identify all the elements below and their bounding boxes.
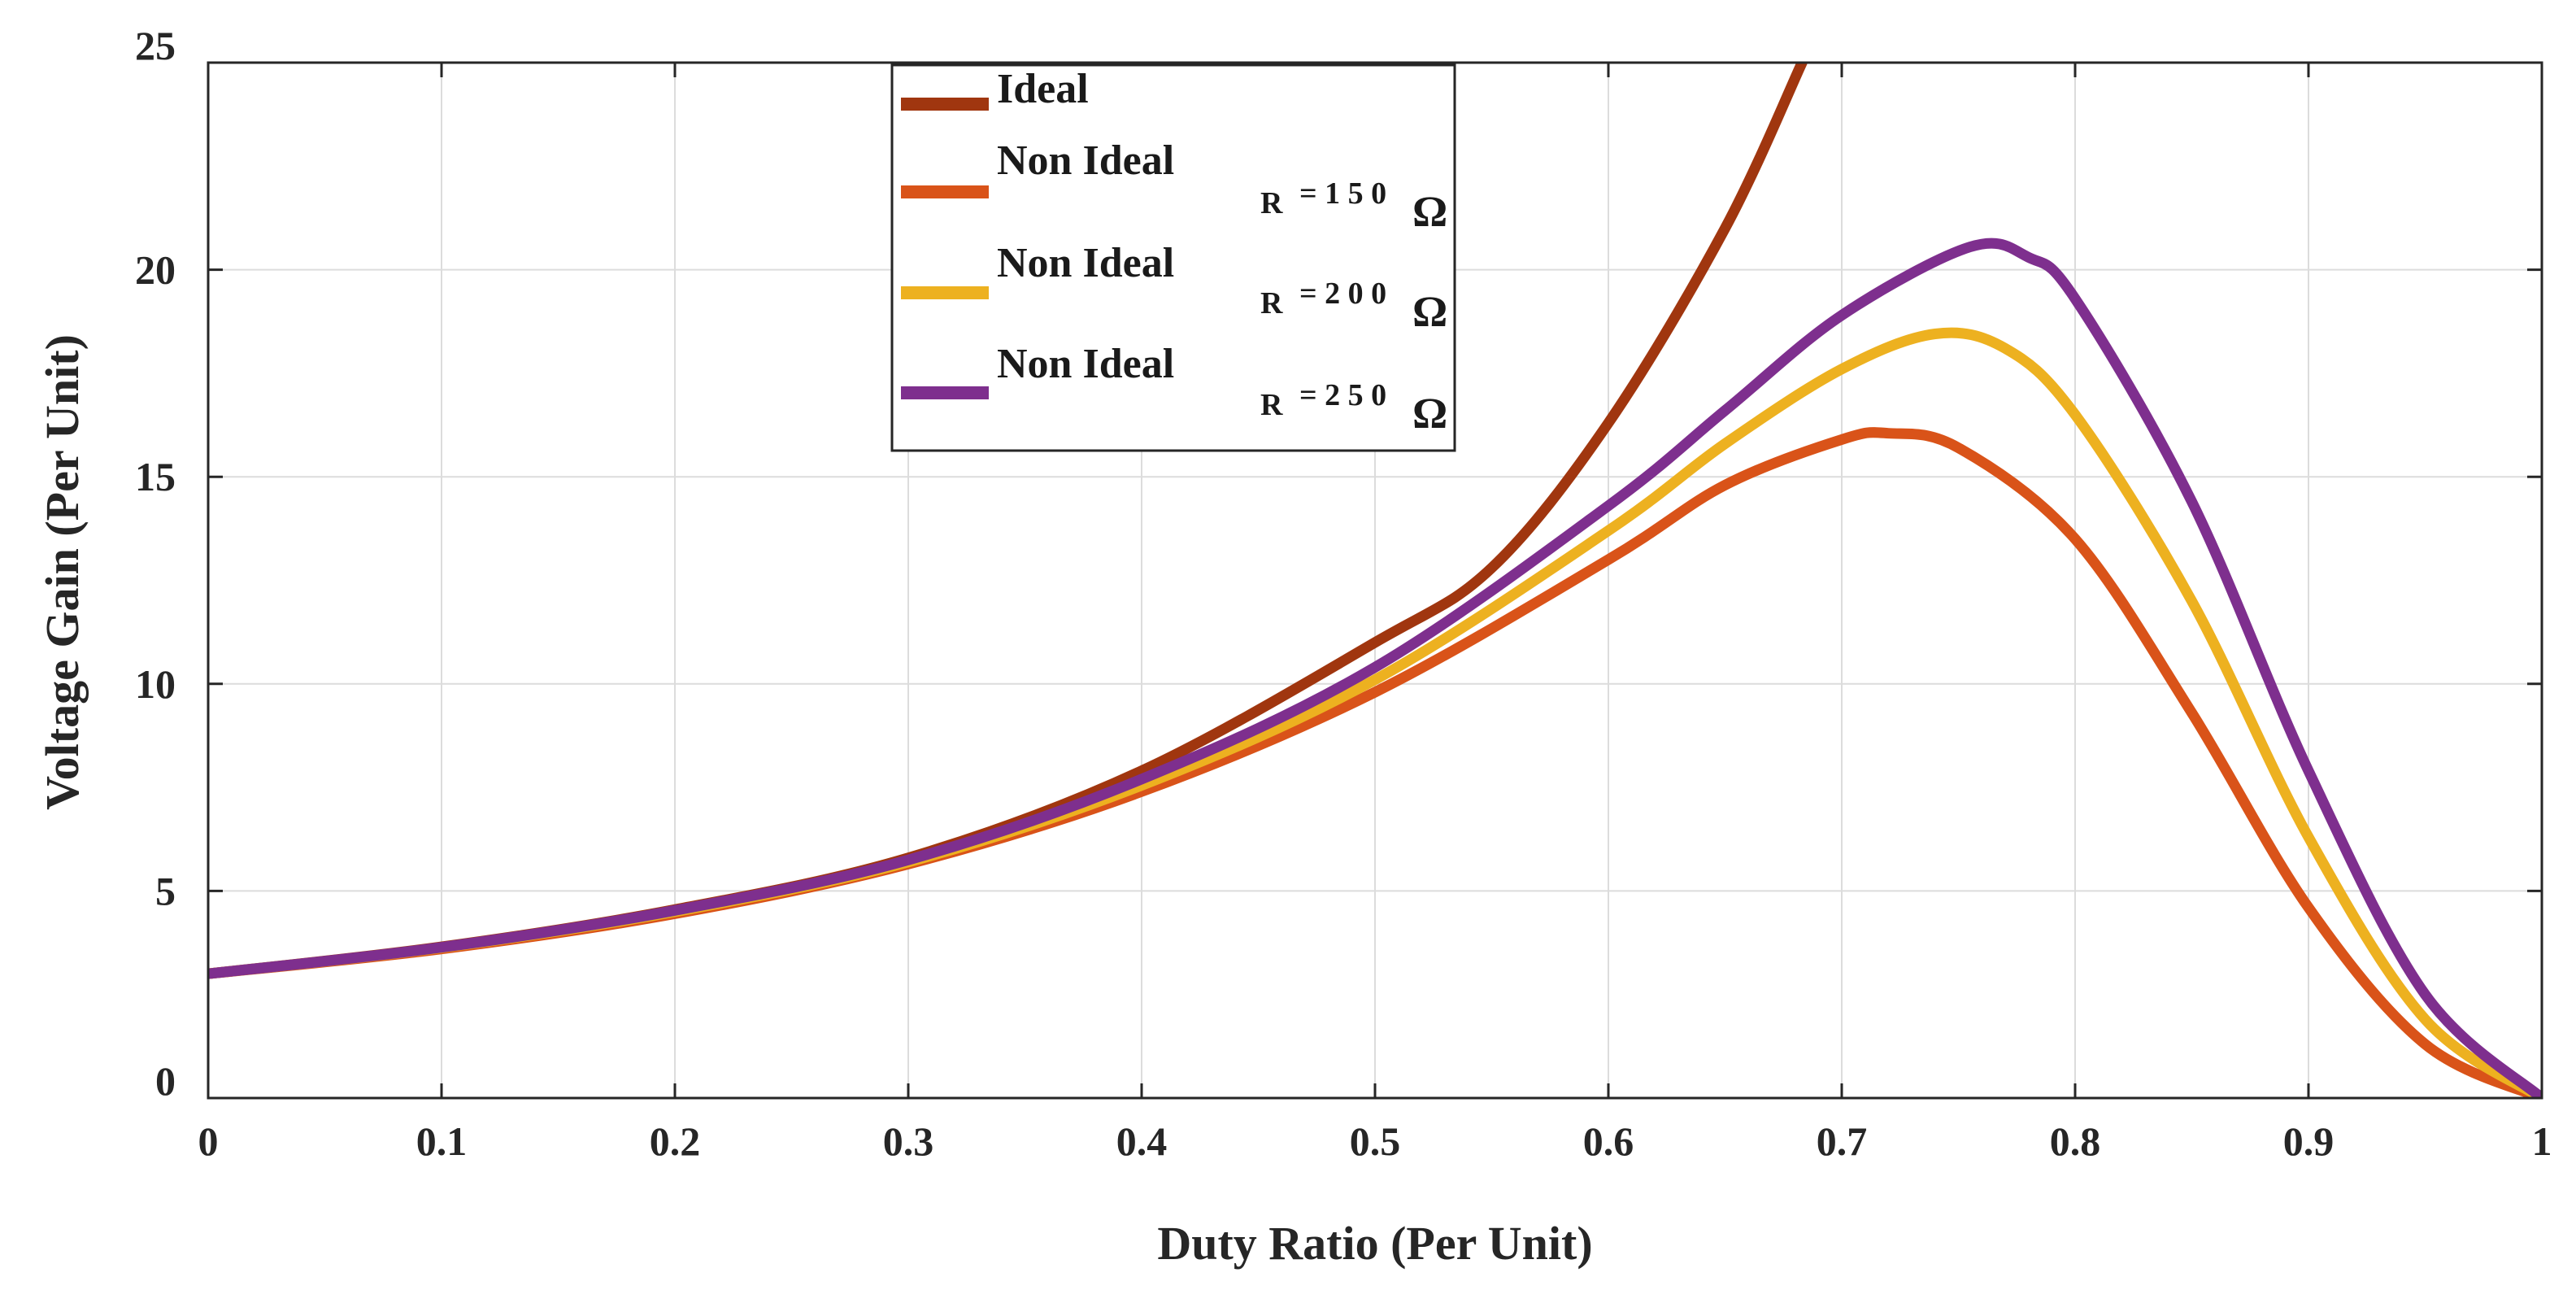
legend-sub-unit-2: Ω: [1412, 287, 1447, 336]
y-tick-label: 5: [155, 868, 176, 913]
y-tick-label: 0: [155, 1058, 176, 1104]
x-axis-label: Duty Ratio (Per Unit): [1157, 1217, 1592, 1270]
legend: Ideal Non Ideal R = 1 5 0 Ω Non Ideal R = 2 0 0…: [890, 63, 1456, 452]
y-axis-label: Voltage Gain (Per Unit): [36, 334, 89, 810]
legend-sub-value-1: = 1 5 0: [1299, 177, 1386, 211]
y-tick-label: 10: [135, 661, 176, 707]
x-tick-label: 0.6: [1583, 1118, 1634, 1164]
legend-sub-prefix-2: R: [1260, 286, 1283, 320]
x-tick-label: 0.5: [1350, 1118, 1401, 1164]
x-tick-label: 0.9: [2283, 1118, 2334, 1164]
legend-sub-unit-3: Ω: [1412, 389, 1447, 438]
legend-label-1: Non Ideal: [997, 137, 1174, 184]
x-tick-label: 0.7: [1817, 1118, 1868, 1164]
y-tick-label: 20: [135, 247, 176, 293]
legend-label-2: Non Ideal: [997, 240, 1174, 286]
x-tick-label: 0: [198, 1118, 219, 1164]
x-tick-label: 0.4: [1116, 1118, 1168, 1164]
series-line-3: [208, 238, 2542, 1098]
legend-sub-prefix-1: R: [1260, 186, 1283, 220]
x-tick-label: 0.3: [883, 1118, 934, 1164]
x-tick-label: 0.8: [2050, 1118, 2101, 1164]
x-tick-label: 0.1: [416, 1118, 468, 1164]
y-tick-label: 15: [135, 454, 176, 499]
x-tick-label: 0.2: [650, 1118, 701, 1164]
y-tick-label: 25: [135, 23, 176, 68]
legend-sub-value-2: = 2 0 0: [1299, 277, 1386, 311]
legend-sub-value-3: = 2 5 0: [1299, 378, 1386, 412]
legend-sub-prefix-3: R: [1260, 388, 1283, 422]
legend-sub-unit-1: Ω: [1412, 187, 1447, 236]
x-tick-label: 1: [2532, 1118, 2552, 1164]
legend-label-3: Non Ideal: [997, 341, 1174, 387]
series-lines: [208, 63, 2542, 1098]
legend-label-0: Ideal: [997, 66, 1089, 112]
